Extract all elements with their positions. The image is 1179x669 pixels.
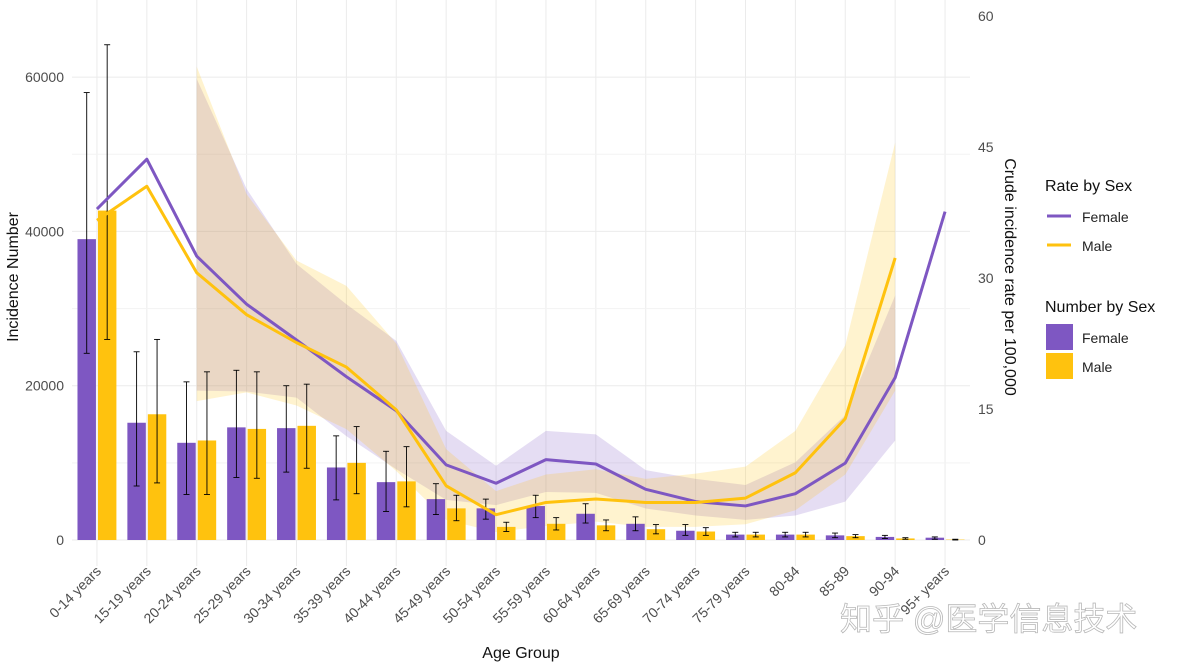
right-tick-label: 30	[978, 270, 994, 286]
legend-number-male-swatch	[1046, 353, 1073, 379]
right-tick-label: 15	[978, 401, 994, 417]
legend-rate-male-label: Male	[1082, 238, 1113, 254]
left-tick-label: 40000	[25, 223, 64, 239]
right-axis-label: Crude incidence rate per 100,000	[1001, 158, 1018, 396]
left-tick-label: 20000	[25, 378, 64, 394]
legend: Rate by Sex Female Male Number by Sex Fe…	[1045, 178, 1155, 379]
legend-number-female-label: Female	[1082, 330, 1129, 346]
left-tick-label: 60000	[25, 69, 64, 85]
left-axis-ticks: 0 20000 40000 60000	[25, 69, 64, 548]
watermark: 知乎 @医学信息技术	[840, 601, 1137, 637]
x-axis-label: Age Group	[482, 645, 559, 662]
x-tick-label: 80-84	[766, 563, 803, 600]
left-tick-label: 0	[56, 532, 64, 548]
legend-rate-title: Rate by Sex	[1045, 178, 1132, 195]
right-tick-label: 45	[978, 139, 994, 155]
legend-number-male-label: Male	[1082, 359, 1113, 375]
right-tick-label: 0	[978, 532, 986, 548]
left-axis-label: Incidence Number	[5, 211, 22, 342]
x-tick-label: 85-89	[816, 563, 853, 600]
right-tick-label: 60	[978, 8, 994, 24]
legend-number-title: Number by Sex	[1045, 299, 1155, 316]
legend-number-female-swatch	[1046, 324, 1073, 350]
legend-rate-female-label: Female	[1082, 209, 1129, 225]
x-tick-label: 90-94	[866, 563, 903, 600]
right-axis-ticks: 0 15 30 45 60	[978, 8, 994, 548]
